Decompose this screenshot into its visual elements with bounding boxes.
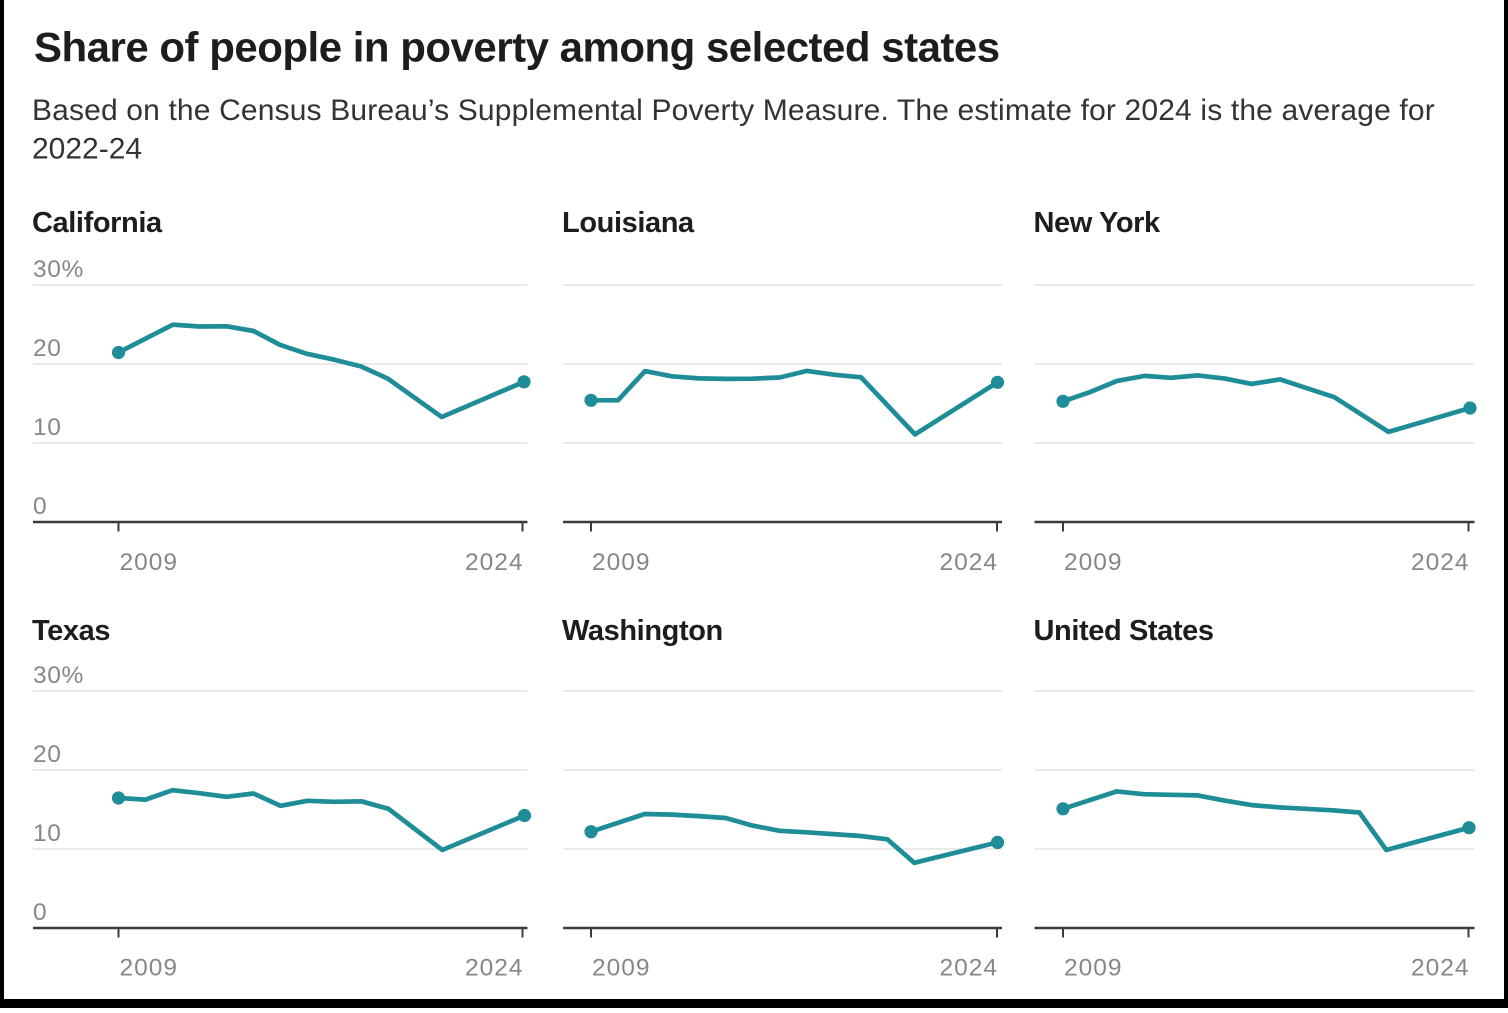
svg-text:2009: 2009 xyxy=(120,955,179,982)
svg-text:2022-24: 2022-24 xyxy=(32,132,142,165)
svg-text:2024: 2024 xyxy=(465,955,524,982)
svg-text:2009: 2009 xyxy=(1064,549,1123,576)
svg-text:Texas: Texas xyxy=(32,615,110,647)
svg-text:2009: 2009 xyxy=(592,955,651,982)
svg-text:2024: 2024 xyxy=(939,955,998,982)
svg-text:10: 10 xyxy=(33,414,61,441)
svg-text:0: 0 xyxy=(33,899,47,926)
svg-text:California: California xyxy=(32,207,163,239)
svg-text:2024: 2024 xyxy=(1411,955,1470,982)
svg-text:2009: 2009 xyxy=(1064,955,1123,982)
svg-text:30%: 30% xyxy=(33,256,84,283)
svg-text:2024: 2024 xyxy=(939,549,998,576)
svg-text:2009: 2009 xyxy=(592,549,651,576)
svg-text:0: 0 xyxy=(33,493,47,520)
svg-text:30%: 30% xyxy=(33,662,84,689)
svg-text:Louisiana: Louisiana xyxy=(562,207,695,239)
svg-text:2009: 2009 xyxy=(120,549,179,576)
svg-text:Share of people in poverty amo: Share of people in poverty among selecte… xyxy=(34,24,1000,71)
svg-text:20: 20 xyxy=(33,741,61,768)
svg-text:New York: New York xyxy=(1034,207,1162,239)
svg-text:Based on the Census Bureau’s S: Based on the Census Bureau’s Supplementa… xyxy=(32,94,1435,127)
svg-text:United States: United States xyxy=(1034,615,1214,647)
svg-text:Washington: Washington xyxy=(562,615,723,647)
svg-text:2024: 2024 xyxy=(1411,549,1470,576)
svg-text:10: 10 xyxy=(33,820,61,847)
svg-text:20: 20 xyxy=(33,335,61,362)
svg-text:2024: 2024 xyxy=(465,549,524,576)
